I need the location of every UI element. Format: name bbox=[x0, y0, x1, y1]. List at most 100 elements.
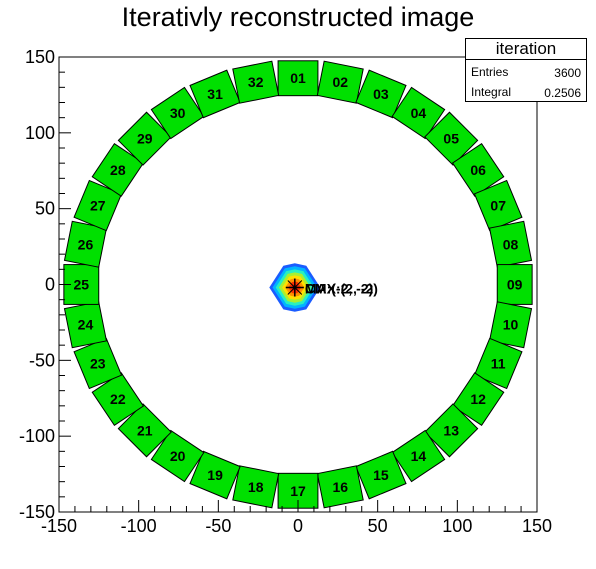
detector-label: 09 bbox=[507, 277, 523, 293]
detector-18 bbox=[232, 465, 280, 509]
detector-label: 24 bbox=[78, 317, 94, 333]
detector-box bbox=[316, 60, 364, 104]
detector-box bbox=[391, 86, 446, 140]
detector-label: 19 bbox=[207, 467, 223, 483]
detector-label: 25 bbox=[74, 277, 90, 293]
detector-label: 29 bbox=[137, 131, 153, 147]
detector-label: 26 bbox=[78, 236, 94, 252]
detector-box bbox=[391, 429, 446, 483]
detector-14 bbox=[391, 429, 446, 483]
detector-box bbox=[150, 86, 205, 140]
detector-label: 30 bbox=[170, 105, 186, 121]
detector-label: 12 bbox=[470, 391, 486, 407]
detector-box bbox=[451, 142, 505, 197]
detector-31 bbox=[189, 69, 241, 119]
y-tick-label: -50 bbox=[29, 350, 55, 370]
detector-label: 22 bbox=[110, 391, 126, 407]
detector-box bbox=[189, 69, 241, 119]
detector-box bbox=[488, 301, 533, 349]
detector-box bbox=[424, 403, 479, 458]
detector-26 bbox=[63, 220, 108, 268]
detector-box bbox=[73, 337, 123, 390]
detector-05 bbox=[424, 111, 479, 166]
y-tick-label: 50 bbox=[35, 199, 55, 219]
detector-label: 16 bbox=[332, 479, 348, 495]
detector-15 bbox=[355, 450, 407, 500]
stats-entries-label: Entries bbox=[471, 65, 509, 79]
detector-label: 21 bbox=[137, 422, 153, 438]
detector-box bbox=[150, 429, 205, 483]
max-marker-d2 bbox=[287, 280, 303, 295]
detector-19 bbox=[189, 450, 241, 500]
detector-label: 11 bbox=[491, 355, 506, 371]
detector-01 bbox=[277, 60, 319, 97]
detector-label: 27 bbox=[90, 198, 106, 214]
detector-10 bbox=[488, 301, 533, 349]
detector-box bbox=[117, 403, 172, 458]
detector-box bbox=[316, 465, 364, 509]
x-tick-label: -150 bbox=[41, 516, 77, 536]
detector-21 bbox=[117, 403, 172, 458]
detector-16 bbox=[316, 465, 364, 509]
detector-box bbox=[277, 60, 319, 97]
detector-box bbox=[473, 179, 523, 232]
detector-label: 06 bbox=[470, 162, 486, 178]
detector-box bbox=[355, 69, 407, 119]
detector-04 bbox=[391, 86, 446, 140]
cm-label: CM:(-2, -2) bbox=[305, 281, 373, 297]
detector-06 bbox=[451, 142, 505, 197]
detector-box bbox=[232, 465, 280, 509]
detector-label: 04 bbox=[411, 105, 427, 121]
detector-box bbox=[189, 450, 241, 500]
y-tick-label: -150 bbox=[19, 502, 55, 522]
detector-32 bbox=[232, 60, 280, 104]
detector-box bbox=[355, 450, 407, 500]
detector-23 bbox=[73, 337, 123, 390]
detector-28 bbox=[91, 142, 145, 197]
detector-box bbox=[451, 372, 505, 427]
detector-label: 28 bbox=[110, 162, 126, 178]
y-tick-label: 100 bbox=[25, 123, 55, 143]
stats-box: iteration Entries 3600 Integral 0.2506 bbox=[465, 38, 587, 102]
detector-29 bbox=[117, 111, 172, 166]
detector-label: 07 bbox=[490, 198, 506, 214]
detector-13 bbox=[424, 403, 479, 458]
detector-07 bbox=[473, 179, 523, 232]
detector-03 bbox=[355, 69, 407, 119]
detector-box bbox=[91, 142, 145, 197]
detector-label: 23 bbox=[90, 355, 106, 371]
detector-box bbox=[63, 301, 108, 349]
detector-24 bbox=[63, 301, 108, 349]
detector-box bbox=[117, 111, 172, 166]
detector-label: 15 bbox=[373, 467, 389, 483]
detector-label: 17 bbox=[290, 483, 306, 499]
x-tick-label: 0 bbox=[293, 516, 303, 536]
x-tick-label: 150 bbox=[522, 516, 552, 536]
x-tick-label: -100 bbox=[121, 516, 157, 536]
detector-label: 01 bbox=[290, 70, 306, 86]
detector-box bbox=[63, 220, 108, 268]
detector-30 bbox=[150, 86, 205, 140]
detector-label: 10 bbox=[503, 317, 519, 333]
stats-integral-value: 0.2506 bbox=[544, 86, 581, 100]
detector-11 bbox=[473, 337, 523, 390]
stats-integral-label: Integral bbox=[471, 85, 512, 99]
detector-box bbox=[91, 372, 145, 427]
detector-label: 14 bbox=[411, 448, 427, 464]
x-tick-label: -50 bbox=[205, 516, 231, 536]
detector-label: 32 bbox=[248, 74, 264, 90]
max-label: MAX:(2, -2) bbox=[305, 281, 378, 297]
detector-09 bbox=[496, 264, 533, 305]
detector-08 bbox=[488, 220, 533, 268]
y-tick-label: -100 bbox=[19, 426, 55, 446]
detector-label: 02 bbox=[332, 74, 348, 90]
detector-box bbox=[424, 111, 479, 166]
detector-27 bbox=[73, 179, 123, 232]
chart-title: Iterativly reconstructed image bbox=[121, 2, 475, 32]
detector-label: 31 bbox=[207, 86, 223, 102]
detector-12 bbox=[451, 372, 505, 427]
detector-label: 20 bbox=[170, 448, 186, 464]
detector-02 bbox=[316, 60, 364, 104]
detector-label: 08 bbox=[503, 236, 519, 252]
detector-22 bbox=[91, 372, 145, 427]
